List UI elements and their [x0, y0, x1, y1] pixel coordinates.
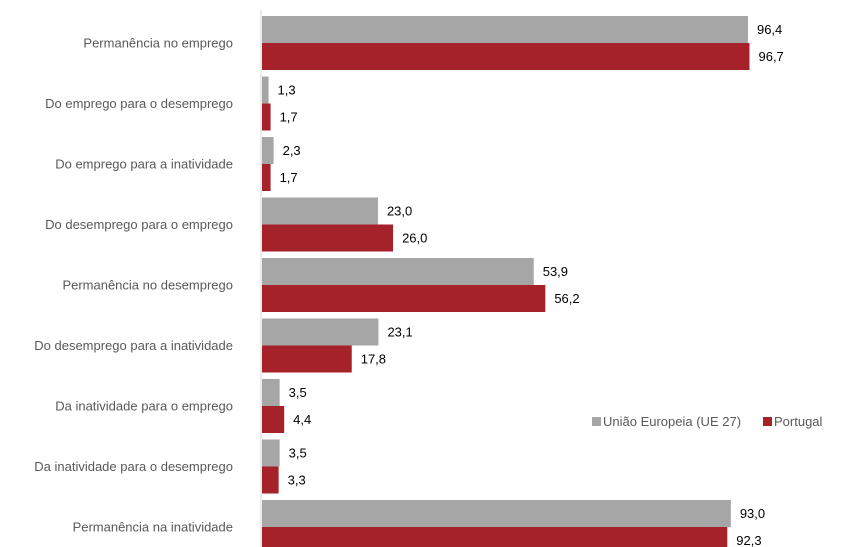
category-label: Da inatividade para o desemprego [34, 459, 233, 474]
bar-ue27 [262, 379, 280, 406]
data-label-ue27: 3,5 [289, 385, 307, 400]
bar-portugal [262, 103, 271, 131]
category-label: Permanência na inatividade [73, 520, 233, 535]
bar-portugal [262, 224, 394, 252]
bar-portugal [262, 406, 285, 433]
bar-portugal [262, 43, 750, 70]
category-label: Do emprego para a inatividade [55, 157, 233, 172]
data-label-ue27: 93,0 [740, 506, 765, 521]
data-label-ue27: 53,9 [543, 264, 568, 279]
bar-ue27 [262, 16, 748, 43]
bar-portugal [262, 164, 271, 191]
data-label-portugal: 1,7 [280, 110, 298, 125]
bar-portugal [262, 285, 546, 312]
data-label-ue27: 23,1 [387, 325, 412, 340]
bar-ue27 [262, 197, 378, 225]
bar-portugal [262, 466, 279, 494]
bar-ue27 [262, 76, 269, 104]
data-label-portugal: 96,7 [758, 49, 783, 64]
category-label: Do desemprego para a inatividade [34, 338, 233, 353]
data-label-portugal: 56,2 [554, 291, 579, 306]
legend-label-uniao-europeia: União Europeia (UE 27) [603, 414, 741, 429]
bar-ue27 [262, 258, 534, 285]
category-label: Permanência no desemprego [62, 278, 233, 293]
data-label-portugal: 1,7 [280, 170, 298, 185]
legend-swatch-portugal [763, 417, 772, 426]
bar-ue27 [262, 439, 280, 467]
bar-portugal [262, 527, 728, 547]
bar-ue27 [262, 137, 274, 164]
bar-ue27 [262, 318, 379, 346]
data-label-ue27: 1,3 [278, 83, 296, 98]
data-label-ue27: 23,0 [387, 204, 412, 219]
bar-portugal [262, 345, 352, 373]
data-label-portugal: 17,8 [361, 352, 386, 367]
data-label-portugal: 26,0 [402, 231, 427, 246]
category-label: Do emprego para o desemprego [45, 96, 233, 111]
data-label-portugal: 4,4 [293, 412, 311, 427]
category-label: Da inatividade para o emprego [55, 399, 233, 414]
bar-ue27 [262, 500, 731, 527]
legend: União Europeia (UE 27) Portugal [592, 414, 823, 429]
data-label-ue27: 2,3 [283, 143, 301, 158]
data-label-ue27: 3,5 [289, 446, 307, 461]
data-label-portugal: 92,3 [736, 533, 761, 547]
category-label: Permanência no emprego [83, 36, 233, 51]
data-label-portugal: 3,3 [288, 473, 306, 488]
legend-label-portugal: Portugal [774, 414, 823, 429]
category-label: Do desemprego para o emprego [45, 217, 233, 232]
data-label-ue27: 96,4 [757, 22, 782, 37]
legend-swatch-uniao-europeia [592, 417, 601, 426]
